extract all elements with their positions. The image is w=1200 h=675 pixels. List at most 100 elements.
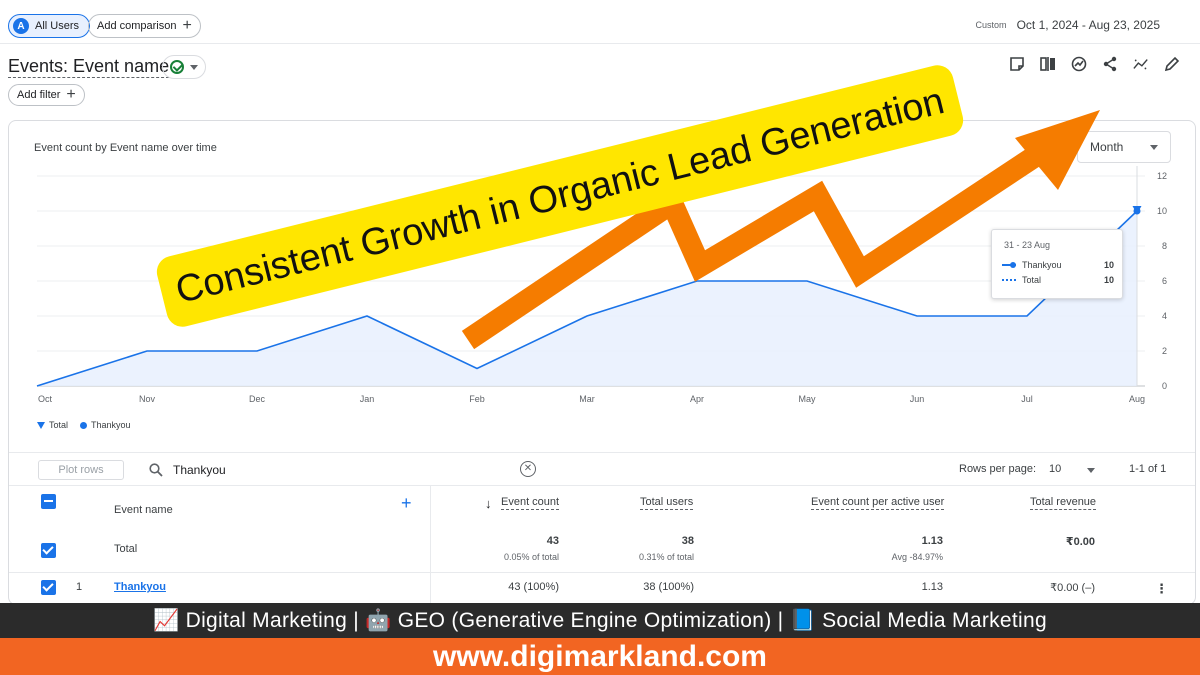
page-title: Events: Event name — [8, 56, 170, 78]
add-filter-button[interactable]: Add filter + — [8, 84, 85, 106]
rows-per-page-select[interactable]: 10 — [1049, 463, 1062, 475]
table-toolbar: Plot rows Thankyou ✕ Rows per page: 10 1… — [9, 452, 1195, 485]
top-bar: A All Users Add comparison + Custom Oct … — [0, 0, 1200, 44]
tooltip-value: 10 — [1103, 260, 1114, 270]
row-checkbox[interactable] — [41, 580, 56, 595]
table-search[interactable]: Thankyou — [149, 453, 559, 486]
plus-icon: + — [66, 86, 76, 103]
compare-icon[interactable] — [1040, 54, 1056, 74]
x-tick-label: Jul — [1021, 394, 1033, 404]
report-status-dropdown[interactable] — [162, 55, 206, 79]
y-tick-label: 10 — [1157, 206, 1167, 216]
website-url: www.digimarkland.com — [0, 638, 1200, 675]
tooltip-value: 10 — [1103, 275, 1114, 285]
total-event-count: 43 — [546, 535, 559, 547]
row-revenue: ₹0.00 (–) — [1050, 582, 1095, 594]
dotted-line-icon — [1002, 279, 1016, 281]
tooltip-label: Thankyou — [1022, 260, 1062, 270]
dot-icon — [80, 421, 88, 429]
chart-tooltip: 31 - 23 Aug Thankyou 10 Total 10 — [991, 229, 1123, 299]
x-tick-label: Jan — [360, 394, 375, 404]
legend-item-total[interactable]: Total — [37, 420, 68, 430]
y-tick-label: 2 — [1162, 346, 1167, 356]
row-total-users: 38 (100%) — [643, 581, 694, 593]
date-range-value: Oct 1, 2024 - Aug 23, 2025 — [1016, 18, 1160, 32]
search-input[interactable]: Thankyou — [173, 462, 226, 477]
total-marker — [1132, 206, 1142, 214]
y-tick-label: 8 — [1162, 241, 1167, 251]
add-dimension-icon[interactable]: + — [401, 493, 412, 513]
caret-down-icon[interactable] — [1087, 468, 1095, 473]
x-tick-label: Feb — [469, 394, 485, 404]
services-strip: 📈 Digital Marketing | 🤖 GEO (Generative … — [0, 603, 1200, 638]
totals-checkbox[interactable] — [41, 543, 56, 558]
totals-label: Total — [114, 543, 138, 555]
caret-down-icon — [1150, 144, 1158, 150]
legend-label: Thankyou — [91, 420, 131, 430]
plus-icon: + — [182, 17, 192, 34]
segment-label: All Users — [35, 20, 80, 32]
customize-report-icon[interactable] — [1009, 54, 1025, 74]
x-tick-label: Mar — [579, 394, 595, 404]
row-event-count: 43 (100%) — [508, 581, 559, 593]
segment-badge: A — [13, 18, 29, 34]
totals-row: Total 43 0.05% of total 38 0.31% of tota… — [9, 533, 1195, 573]
column-header-event-count[interactable]: Event count — [501, 496, 560, 510]
row-index: 1 — [76, 581, 83, 593]
share-icon[interactable] — [1102, 54, 1118, 74]
line-dot-icon — [1002, 262, 1016, 268]
total-users-share: 0.31% of total — [638, 552, 694, 562]
add-comparison-label: Add comparison — [97, 20, 177, 32]
caret-down-icon — [190, 64, 198, 70]
pagination-info: 1-1 of 1 — [1129, 463, 1167, 475]
total-users: 38 — [681, 535, 694, 547]
clear-search-icon[interactable]: ✕ — [520, 461, 536, 477]
tooltip-row-total: Total 10 — [1002, 275, 1114, 285]
column-header-revenue[interactable]: Total revenue — [1030, 496, 1097, 510]
x-tick-label: Oct — [38, 394, 53, 404]
y-tick-label: 0 — [1162, 381, 1167, 391]
y-tick-label: 4 — [1162, 311, 1167, 321]
column-header-total-users[interactable]: Total users — [640, 496, 694, 510]
edit-icon[interactable] — [1164, 54, 1180, 74]
y-tick-label: 6 — [1162, 276, 1167, 286]
tooltip-label: Total — [1022, 275, 1042, 285]
date-range-picker[interactable]: Custom Oct 1, 2024 - Aug 23, 2025 — [976, 18, 1160, 32]
search-icon — [149, 462, 163, 477]
plot-rows-button[interactable]: Plot rows — [38, 460, 124, 480]
column-header-per-user[interactable]: Event count per active user — [811, 496, 945, 510]
legend-label: Total — [49, 420, 69, 430]
table-header: Event name ↓ Event count Total users Eve… — [9, 485, 1195, 533]
select-all-checkbox[interactable] — [41, 494, 56, 509]
tooltip-row-thankyou: Thankyou 10 — [1002, 260, 1114, 270]
legend-item-thankyou[interactable]: Thankyou — [80, 420, 131, 430]
trend-icon[interactable] — [1133, 54, 1149, 74]
add-comparison-button[interactable]: Add comparison + — [88, 14, 201, 38]
x-tick-label: Aug — [1129, 394, 1145, 404]
total-event-count-share: 0.05% of total — [503, 552, 559, 562]
y-tick-label: 12 — [1157, 171, 1167, 181]
pin-icon — [37, 421, 45, 429]
check-circle-icon — [170, 60, 184, 74]
report-toolbar — [1009, 54, 1180, 74]
tooltip-date: 31 - 23 Aug — [1004, 240, 1051, 250]
date-range-tag: Custom — [975, 20, 1007, 30]
row-event-name-link[interactable]: Thankyou — [114, 581, 166, 593]
x-tick-label: Nov — [139, 394, 156, 404]
more-vert-icon[interactable]: ⋮ — [1155, 581, 1168, 596]
x-tick-label: Apr — [690, 394, 704, 404]
total-revenue: ₹0.00 — [1065, 536, 1095, 548]
column-header-event-name[interactable]: Event name — [114, 504, 173, 516]
segment-chip-all-users[interactable]: A All Users — [8, 14, 91, 38]
total-per-user-avg: Avg -84.97% — [891, 552, 943, 562]
insights-icon[interactable] — [1071, 54, 1087, 74]
x-tick-label: May — [798, 394, 816, 404]
rows-per-page-label: Rows per page: — [959, 463, 1037, 475]
column-divider — [430, 485, 431, 605]
sort-desc-icon[interactable]: ↓ — [485, 496, 492, 511]
add-filter-label: Add filter — [17, 89, 61, 101]
x-tick-label: Dec — [249, 394, 266, 404]
row-per-user: 1.13 — [921, 581, 943, 593]
total-per-user: 1.13 — [921, 535, 943, 547]
x-tick-label: Jun — [910, 394, 925, 404]
